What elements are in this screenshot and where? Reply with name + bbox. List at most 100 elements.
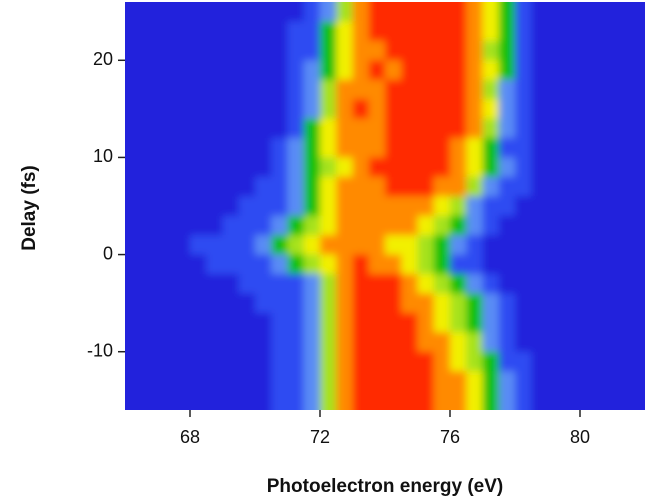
contour-cell bbox=[206, 138, 223, 158]
contour-cell bbox=[531, 99, 548, 120]
contour-cell bbox=[482, 79, 500, 100]
contour-cell bbox=[352, 176, 370, 197]
contour-cell bbox=[466, 312, 483, 333]
contour-cell bbox=[466, 40, 483, 61]
contour-cell bbox=[531, 351, 548, 372]
contour-cell bbox=[482, 390, 500, 410]
contour-cell bbox=[498, 21, 516, 42]
contour-cell bbox=[612, 371, 630, 392]
contour-cell bbox=[303, 157, 321, 178]
contour-cell bbox=[157, 254, 175, 275]
contour-cell bbox=[368, 254, 386, 275]
contour-cell bbox=[352, 293, 370, 314]
contour-cell bbox=[125, 371, 142, 392]
contour-cell bbox=[222, 60, 240, 81]
contour-cell bbox=[368, 40, 386, 61]
contour-cell bbox=[255, 60, 272, 81]
contour-cell bbox=[125, 215, 142, 236]
contour-cell bbox=[515, 274, 532, 294]
contour-cell bbox=[433, 254, 451, 275]
contour-cell bbox=[271, 312, 288, 333]
contour-cell bbox=[157, 118, 175, 139]
contour-cell bbox=[157, 21, 175, 42]
contour-cell bbox=[157, 312, 175, 333]
contour-cell bbox=[271, 274, 288, 294]
contour-cell bbox=[190, 21, 207, 42]
contour-cell bbox=[320, 21, 337, 42]
contour-cell bbox=[157, 332, 175, 353]
contour-cell bbox=[287, 40, 305, 61]
contour-cell bbox=[482, 235, 500, 256]
contour-cell bbox=[352, 196, 370, 217]
contour-cell bbox=[352, 332, 370, 353]
contour-cell bbox=[466, 254, 483, 275]
contour-cell bbox=[125, 118, 142, 139]
contour-cell bbox=[157, 2, 175, 22]
y-axis-title: Delay (fs) bbox=[19, 165, 40, 251]
contour-cell bbox=[368, 21, 386, 42]
contour-cell bbox=[206, 215, 223, 236]
contour-cell bbox=[531, 21, 548, 42]
contour-cell bbox=[352, 274, 370, 294]
contour-cell bbox=[206, 118, 223, 139]
contour-cell bbox=[547, 157, 565, 178]
contour-cell bbox=[125, 254, 142, 275]
contour-cell bbox=[466, 235, 483, 256]
y-tick-label: -10 bbox=[87, 340, 113, 360]
contour-cell bbox=[547, 371, 565, 392]
contour-cell bbox=[466, 138, 483, 158]
contour-cell bbox=[417, 332, 435, 353]
contour-cell bbox=[368, 332, 386, 353]
contour-cell bbox=[401, 293, 418, 314]
contour-cell bbox=[547, 196, 565, 217]
contour-cell bbox=[401, 21, 418, 42]
contour-cell bbox=[368, 138, 386, 158]
contour-cell bbox=[173, 118, 191, 139]
contour-cell bbox=[628, 176, 645, 197]
contour-cell bbox=[190, 390, 207, 410]
contour-cell bbox=[173, 196, 191, 217]
contour-cell bbox=[450, 79, 467, 100]
contour-cell bbox=[628, 332, 645, 353]
contour-cell bbox=[125, 274, 142, 294]
contour-cell bbox=[255, 40, 272, 61]
contour-cell bbox=[580, 312, 597, 333]
contour-cell bbox=[352, 157, 370, 178]
contour-cell bbox=[580, 235, 597, 256]
contour-cell bbox=[238, 293, 256, 314]
contour-cell bbox=[628, 390, 645, 410]
contour-cell bbox=[531, 138, 548, 158]
contour-cell bbox=[238, 390, 256, 410]
contour-cell bbox=[368, 118, 386, 139]
contour-cell bbox=[596, 118, 613, 139]
contour-cell bbox=[222, 293, 240, 314]
contour-cell bbox=[368, 60, 386, 81]
contour-cell bbox=[498, 390, 516, 410]
contour-cell bbox=[238, 196, 256, 217]
contour-cell bbox=[450, 2, 467, 22]
contour-cell bbox=[580, 293, 597, 314]
contour-cell bbox=[482, 21, 500, 42]
contour-cell bbox=[287, 176, 305, 197]
contour-cell bbox=[125, 390, 142, 410]
contour-cell bbox=[385, 235, 402, 256]
contour-cell bbox=[368, 293, 386, 314]
contour-cell bbox=[628, 138, 645, 158]
contour-cell bbox=[628, 118, 645, 139]
contour-cell bbox=[238, 99, 256, 120]
contour-cell bbox=[255, 99, 272, 120]
contour-cell bbox=[352, 2, 370, 22]
contour-cell bbox=[190, 99, 207, 120]
contour-cell bbox=[531, 176, 548, 197]
contour-cell bbox=[580, 196, 597, 217]
contour-cell bbox=[222, 254, 240, 275]
contour-cell bbox=[271, 21, 288, 42]
contour-cell bbox=[515, 196, 532, 217]
contour-cell bbox=[385, 254, 402, 275]
contour-cell bbox=[238, 138, 256, 158]
contour-cell bbox=[433, 196, 451, 217]
contour-cell bbox=[547, 312, 565, 333]
contour-cell bbox=[141, 215, 158, 236]
contour-cell bbox=[190, 79, 207, 100]
